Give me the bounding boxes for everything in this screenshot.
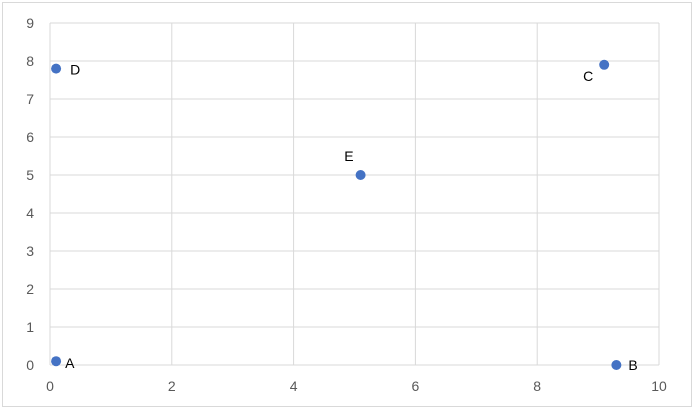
y-tick-label: 5 <box>26 167 34 183</box>
point-label-c: C <box>583 68 593 84</box>
data-points <box>51 59 622 370</box>
point-a <box>51 356 62 367</box>
y-tick-label: 7 <box>26 91 34 107</box>
y-tick-label: 8 <box>26 53 34 69</box>
gridlines <box>49 22 660 366</box>
data-labels: A B C D E <box>65 62 638 373</box>
point-label-b: B <box>628 357 637 373</box>
y-tick-label: 2 <box>26 281 34 297</box>
point-c <box>599 59 610 70</box>
y-tick-label: 0 <box>26 357 34 373</box>
y-axis-ticks: 0 1 2 3 4 5 6 7 8 9 <box>26 15 34 373</box>
x-tick-label: 4 <box>290 378 298 394</box>
y-tick-label: 4 <box>26 205 34 221</box>
point-e <box>355 170 366 180</box>
x-tick-label: 0 <box>46 378 54 394</box>
point-label-d: D <box>70 62 80 78</box>
x-axis-ticks: 0 2 4 6 8 10 <box>46 378 667 394</box>
x-tick-label: 2 <box>168 378 176 394</box>
point-label-e: E <box>344 148 353 164</box>
chart-frame <box>2 2 692 407</box>
x-tick-label: 6 <box>412 378 420 394</box>
y-tick-label: 3 <box>26 243 34 259</box>
y-tick-label: 1 <box>26 319 34 335</box>
y-tick-label: 6 <box>26 129 34 145</box>
point-b <box>611 360 622 370</box>
x-tick-label: 8 <box>533 378 541 394</box>
point-label-a: A <box>65 355 75 371</box>
y-tick-label: 9 <box>26 15 34 31</box>
x-tick-label: 10 <box>651 378 667 394</box>
point-d <box>51 63 62 74</box>
